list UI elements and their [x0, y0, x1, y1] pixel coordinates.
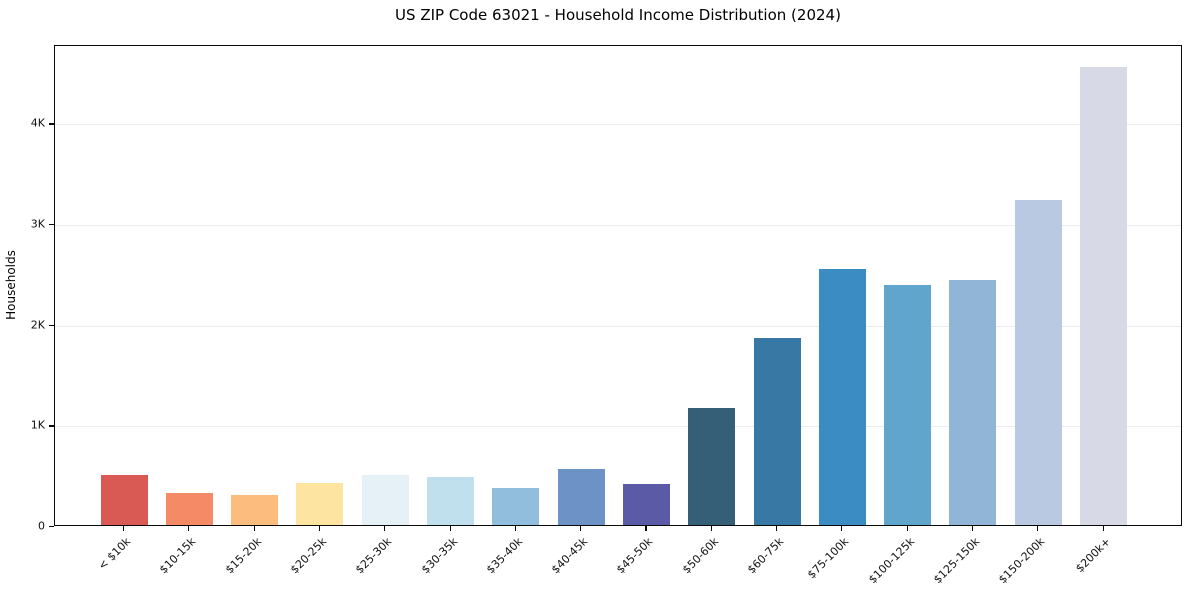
y-tick-mark-4K — [49, 123, 54, 125]
y-tick-label-3K: 3K — [30, 217, 45, 231]
chart-title: US ZIP Code 63021 - Household Income Dis… — [395, 6, 841, 24]
x-tick-mark-$100-125k — [906, 526, 908, 531]
bar-$200k+ — [1080, 67, 1127, 525]
y-tick-label-2K: 2K — [30, 318, 45, 332]
x-tick-mark-< $10k — [123, 526, 125, 531]
x-tick-mark-$50-60k — [710, 526, 712, 531]
bar-$60-75k — [753, 337, 801, 525]
x-tick-mark-$35-40k — [514, 526, 516, 531]
y-axis-label: Households — [4, 250, 18, 320]
x-tick-mark-$40-45k — [580, 526, 582, 531]
y-tick-mark-0 — [49, 526, 54, 528]
bar-$45-50k — [622, 483, 670, 525]
x-tick-mark-$15-20k — [253, 526, 255, 531]
bar-$15-20k — [231, 494, 279, 525]
bar-$35-40k — [492, 488, 540, 525]
bar-< $10k — [100, 474, 148, 525]
gridline-1K — [55, 426, 1181, 428]
x-tick-mark-$75-100k — [841, 526, 843, 531]
y-tick-mark-2K — [49, 324, 54, 326]
bar-$25-30k — [361, 474, 409, 525]
x-tick-mark-$10-15k — [188, 526, 190, 531]
bar-$40-45k — [557, 468, 605, 525]
y-tick-label-0: 0 — [38, 519, 45, 533]
y-tick-mark-1K — [49, 425, 54, 427]
x-tick-mark-$200k+ — [1102, 526, 1104, 531]
gridline-3K — [55, 225, 1181, 227]
x-tick-mark-$20-25k — [318, 526, 321, 531]
x-tick-mark-$125-150k — [971, 526, 974, 531]
bar-$10-15k — [165, 492, 213, 525]
x-tick-label-< $10k: < $10k — [95, 535, 134, 573]
y-tick-label-4K: 4K — [30, 116, 45, 130]
bar-$150-200k — [1014, 199, 1062, 525]
x-tick-mark-$25-30k — [384, 526, 386, 531]
bar-$50-60k — [688, 408, 736, 525]
bar-$75-100k — [818, 269, 866, 525]
y-tick-mark-3K — [49, 224, 54, 226]
plot-area — [54, 45, 1182, 526]
bar-$125-150k — [949, 280, 997, 525]
x-tick-mark-$30-35k — [449, 526, 451, 531]
gridline-2K — [55, 325, 1181, 327]
bar-$30-35k — [427, 476, 474, 525]
x-tick-mark-$150-200k — [1037, 526, 1039, 531]
gridline-4K — [55, 124, 1181, 126]
bar-$100-125k — [884, 284, 932, 525]
x-tick-mark-$45-50k — [645, 526, 647, 531]
bar-$20-25k — [296, 483, 344, 525]
y-tick-label-1K: 1K — [30, 418, 45, 432]
x-tick-mark-$60-75k — [776, 526, 778, 531]
